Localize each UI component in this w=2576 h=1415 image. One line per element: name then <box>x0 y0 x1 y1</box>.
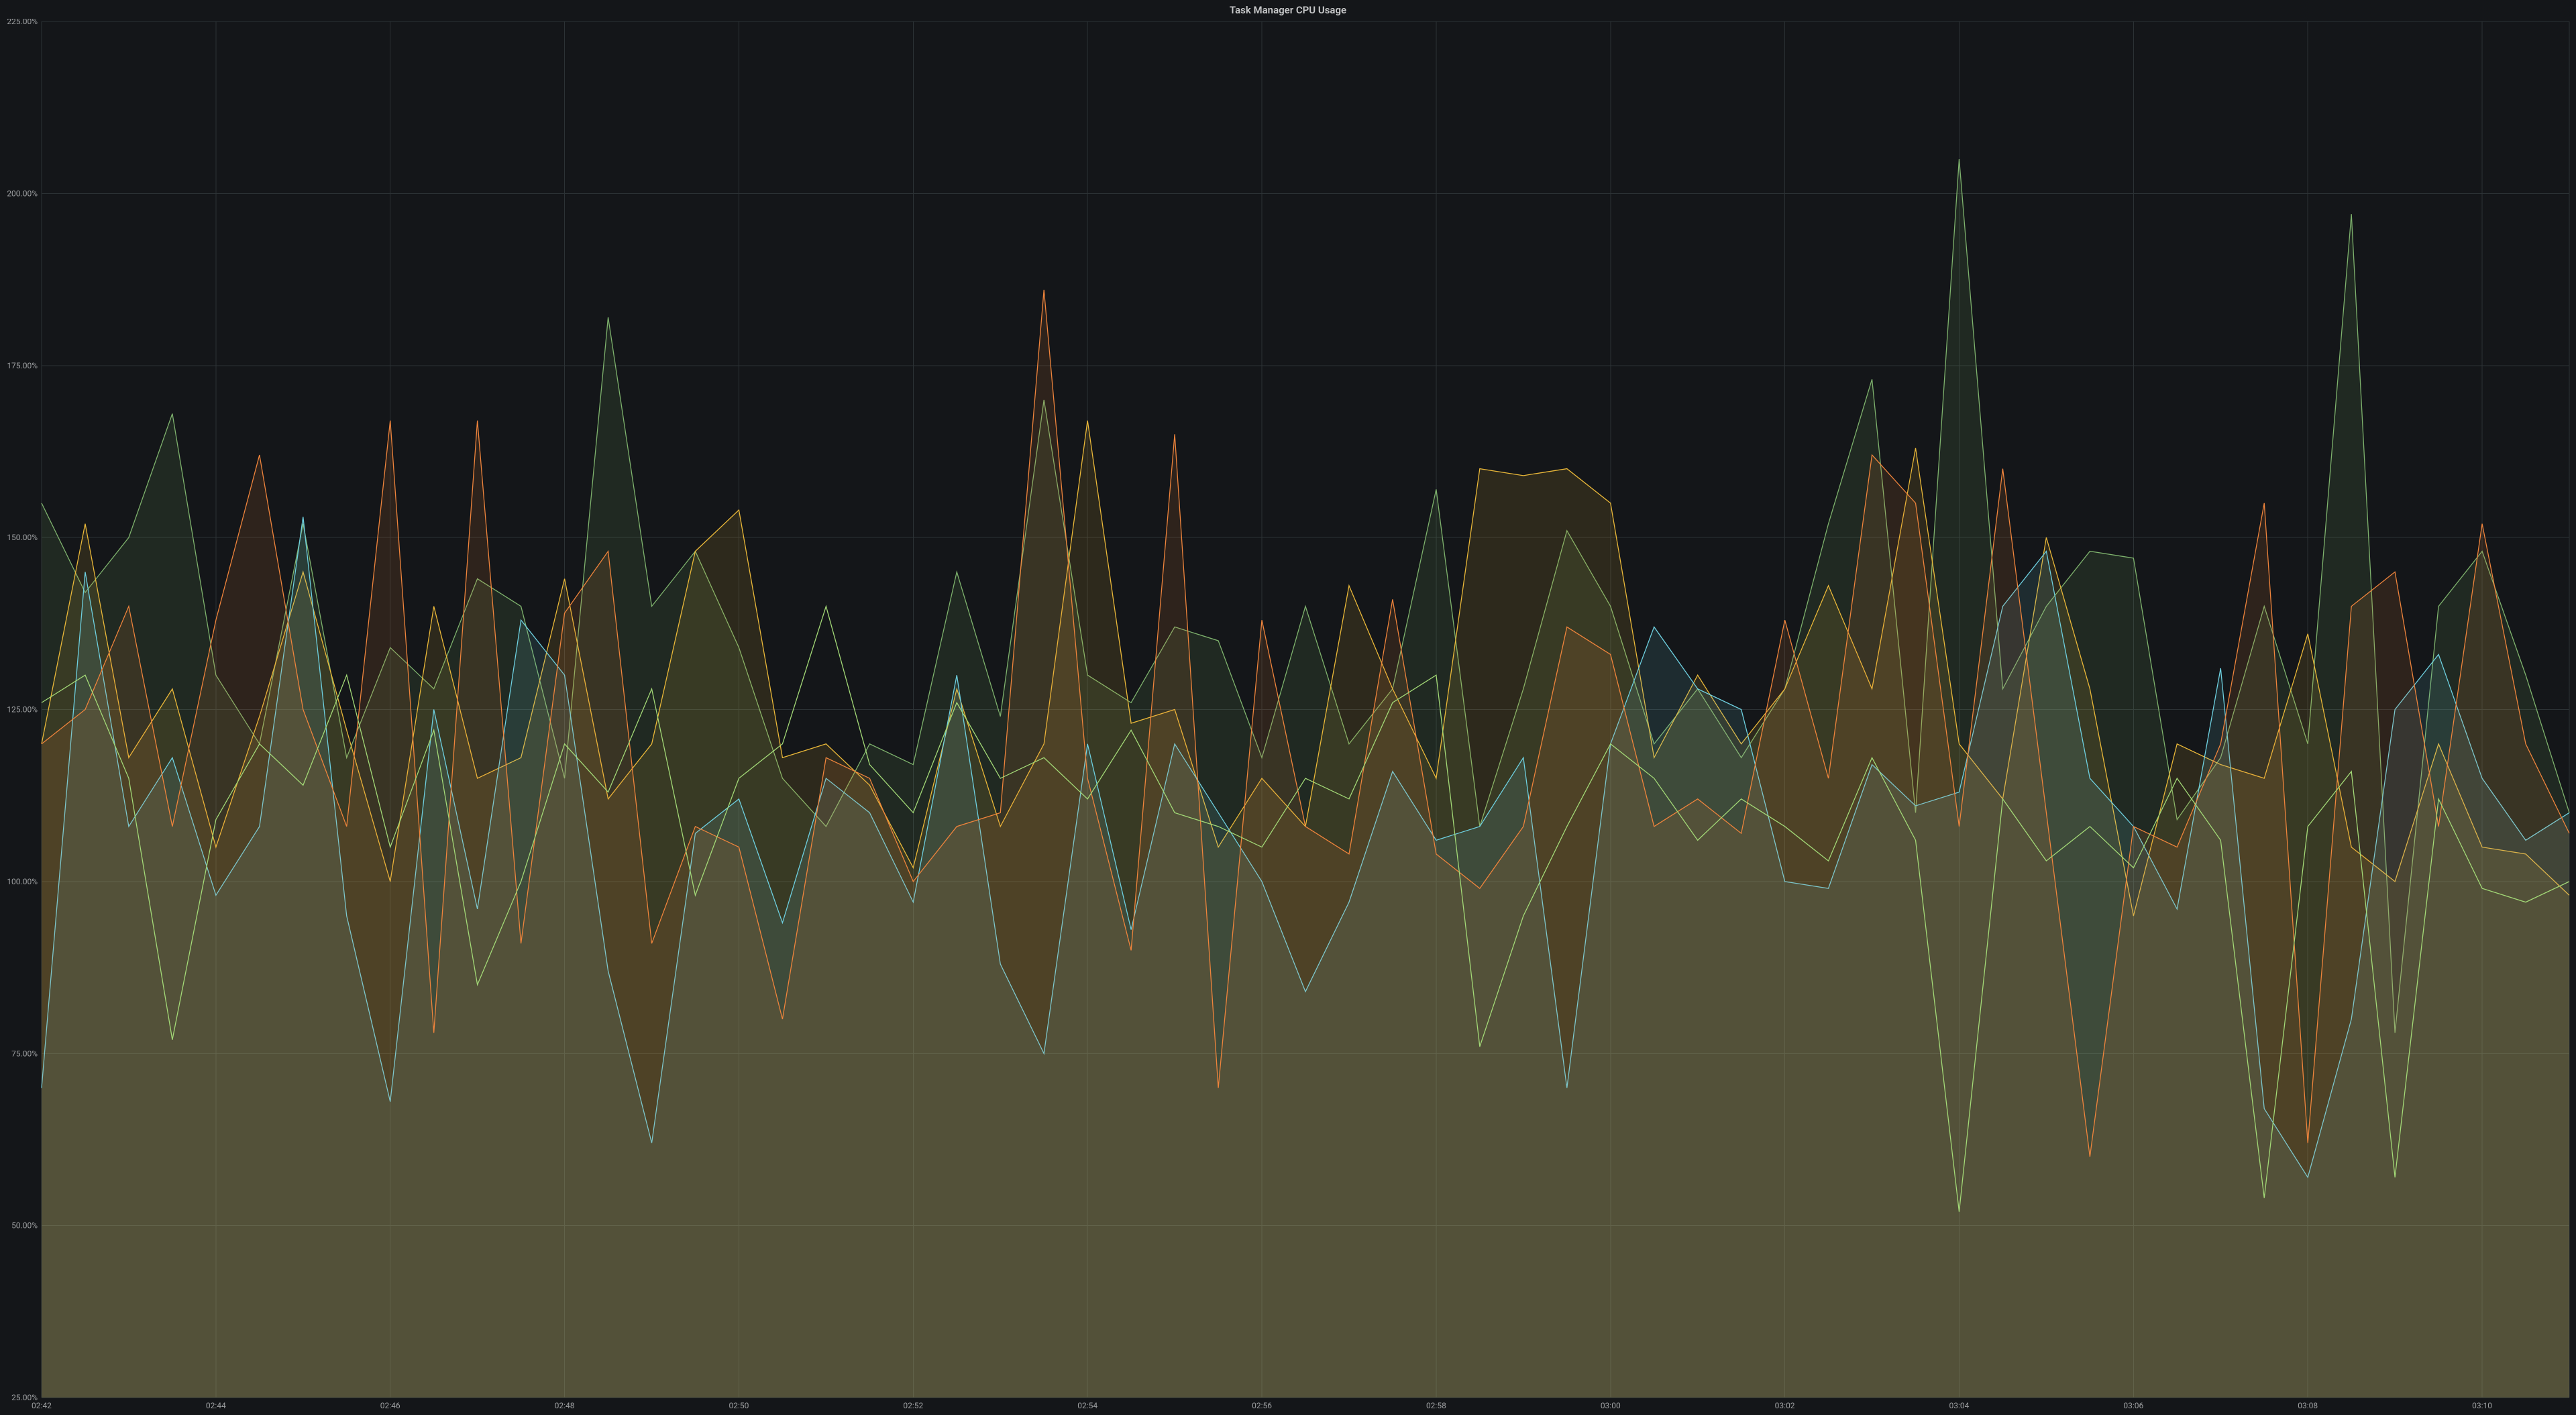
x-tick-label: 02:52 <box>903 1401 923 1410</box>
x-tick-label: 02:48 <box>555 1401 575 1410</box>
chart-svg: 25.00%50.00%75.00%100.00%125.00%150.00%1… <box>0 19 2576 1415</box>
x-tick-label: 03:02 <box>1775 1401 1795 1410</box>
x-tick-label: 02:44 <box>206 1401 226 1410</box>
x-tick-label: 03:00 <box>1601 1401 1621 1410</box>
y-tick-label: 150.00% <box>7 533 38 542</box>
y-tick-label: 100.00% <box>7 877 38 886</box>
x-tick-label: 03:08 <box>2298 1401 2318 1410</box>
x-tick-label: 02:42 <box>32 1401 52 1410</box>
x-tick-label: 03:04 <box>1949 1401 1970 1410</box>
chart-title: Task Manager CPU Usage <box>0 0 2576 19</box>
y-tick-label: 225.00% <box>7 19 38 26</box>
chart-series-group <box>42 159 2569 1398</box>
y-tick-label: 200.00% <box>7 189 38 198</box>
x-tick-label: 02:56 <box>1252 1401 1272 1410</box>
x-tick-label: 02:46 <box>380 1401 400 1410</box>
y-tick-label: 175.00% <box>7 361 38 370</box>
x-tick-label: 03:06 <box>2123 1401 2143 1410</box>
x-tick-label: 02:58 <box>1426 1401 1446 1410</box>
chart-plot-area[interactable]: 25.00%50.00%75.00%100.00%125.00%150.00%1… <box>0 19 2576 1415</box>
y-tick-label: 125.00% <box>7 705 38 715</box>
y-tick-label: 50.00% <box>11 1221 38 1230</box>
x-tick-label: 02:50 <box>729 1401 749 1410</box>
chart-panel: Task Manager CPU Usage 25.00%50.00%75.00… <box>0 0 2576 1415</box>
x-tick-label: 02:54 <box>1077 1401 1097 1410</box>
y-tick-label: 75.00% <box>11 1049 38 1058</box>
x-tick-label: 03:10 <box>2472 1401 2492 1410</box>
